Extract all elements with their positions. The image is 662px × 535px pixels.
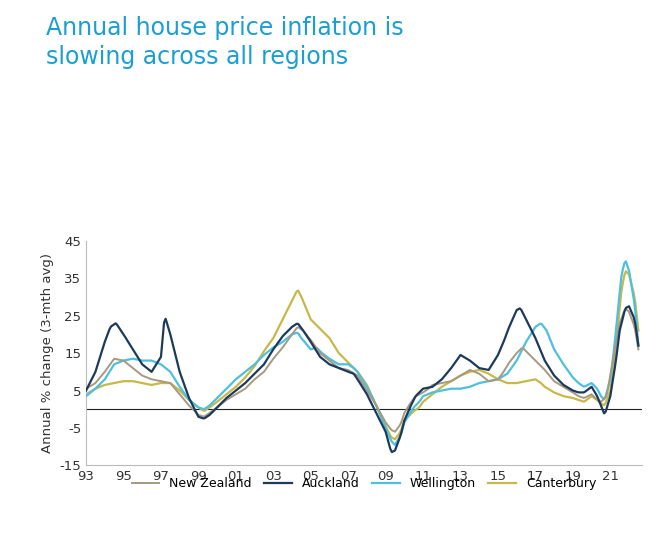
- Legend: New Zealand, Auckland, Wellington, Canterbury: New Zealand, Auckland, Wellington, Cante…: [127, 472, 601, 495]
- Text: Annual house price inflation is
slowing across all regions: Annual house price inflation is slowing …: [46, 16, 404, 69]
- Y-axis label: Annual % change (3-mth avg): Annual % change (3-mth avg): [41, 253, 54, 453]
